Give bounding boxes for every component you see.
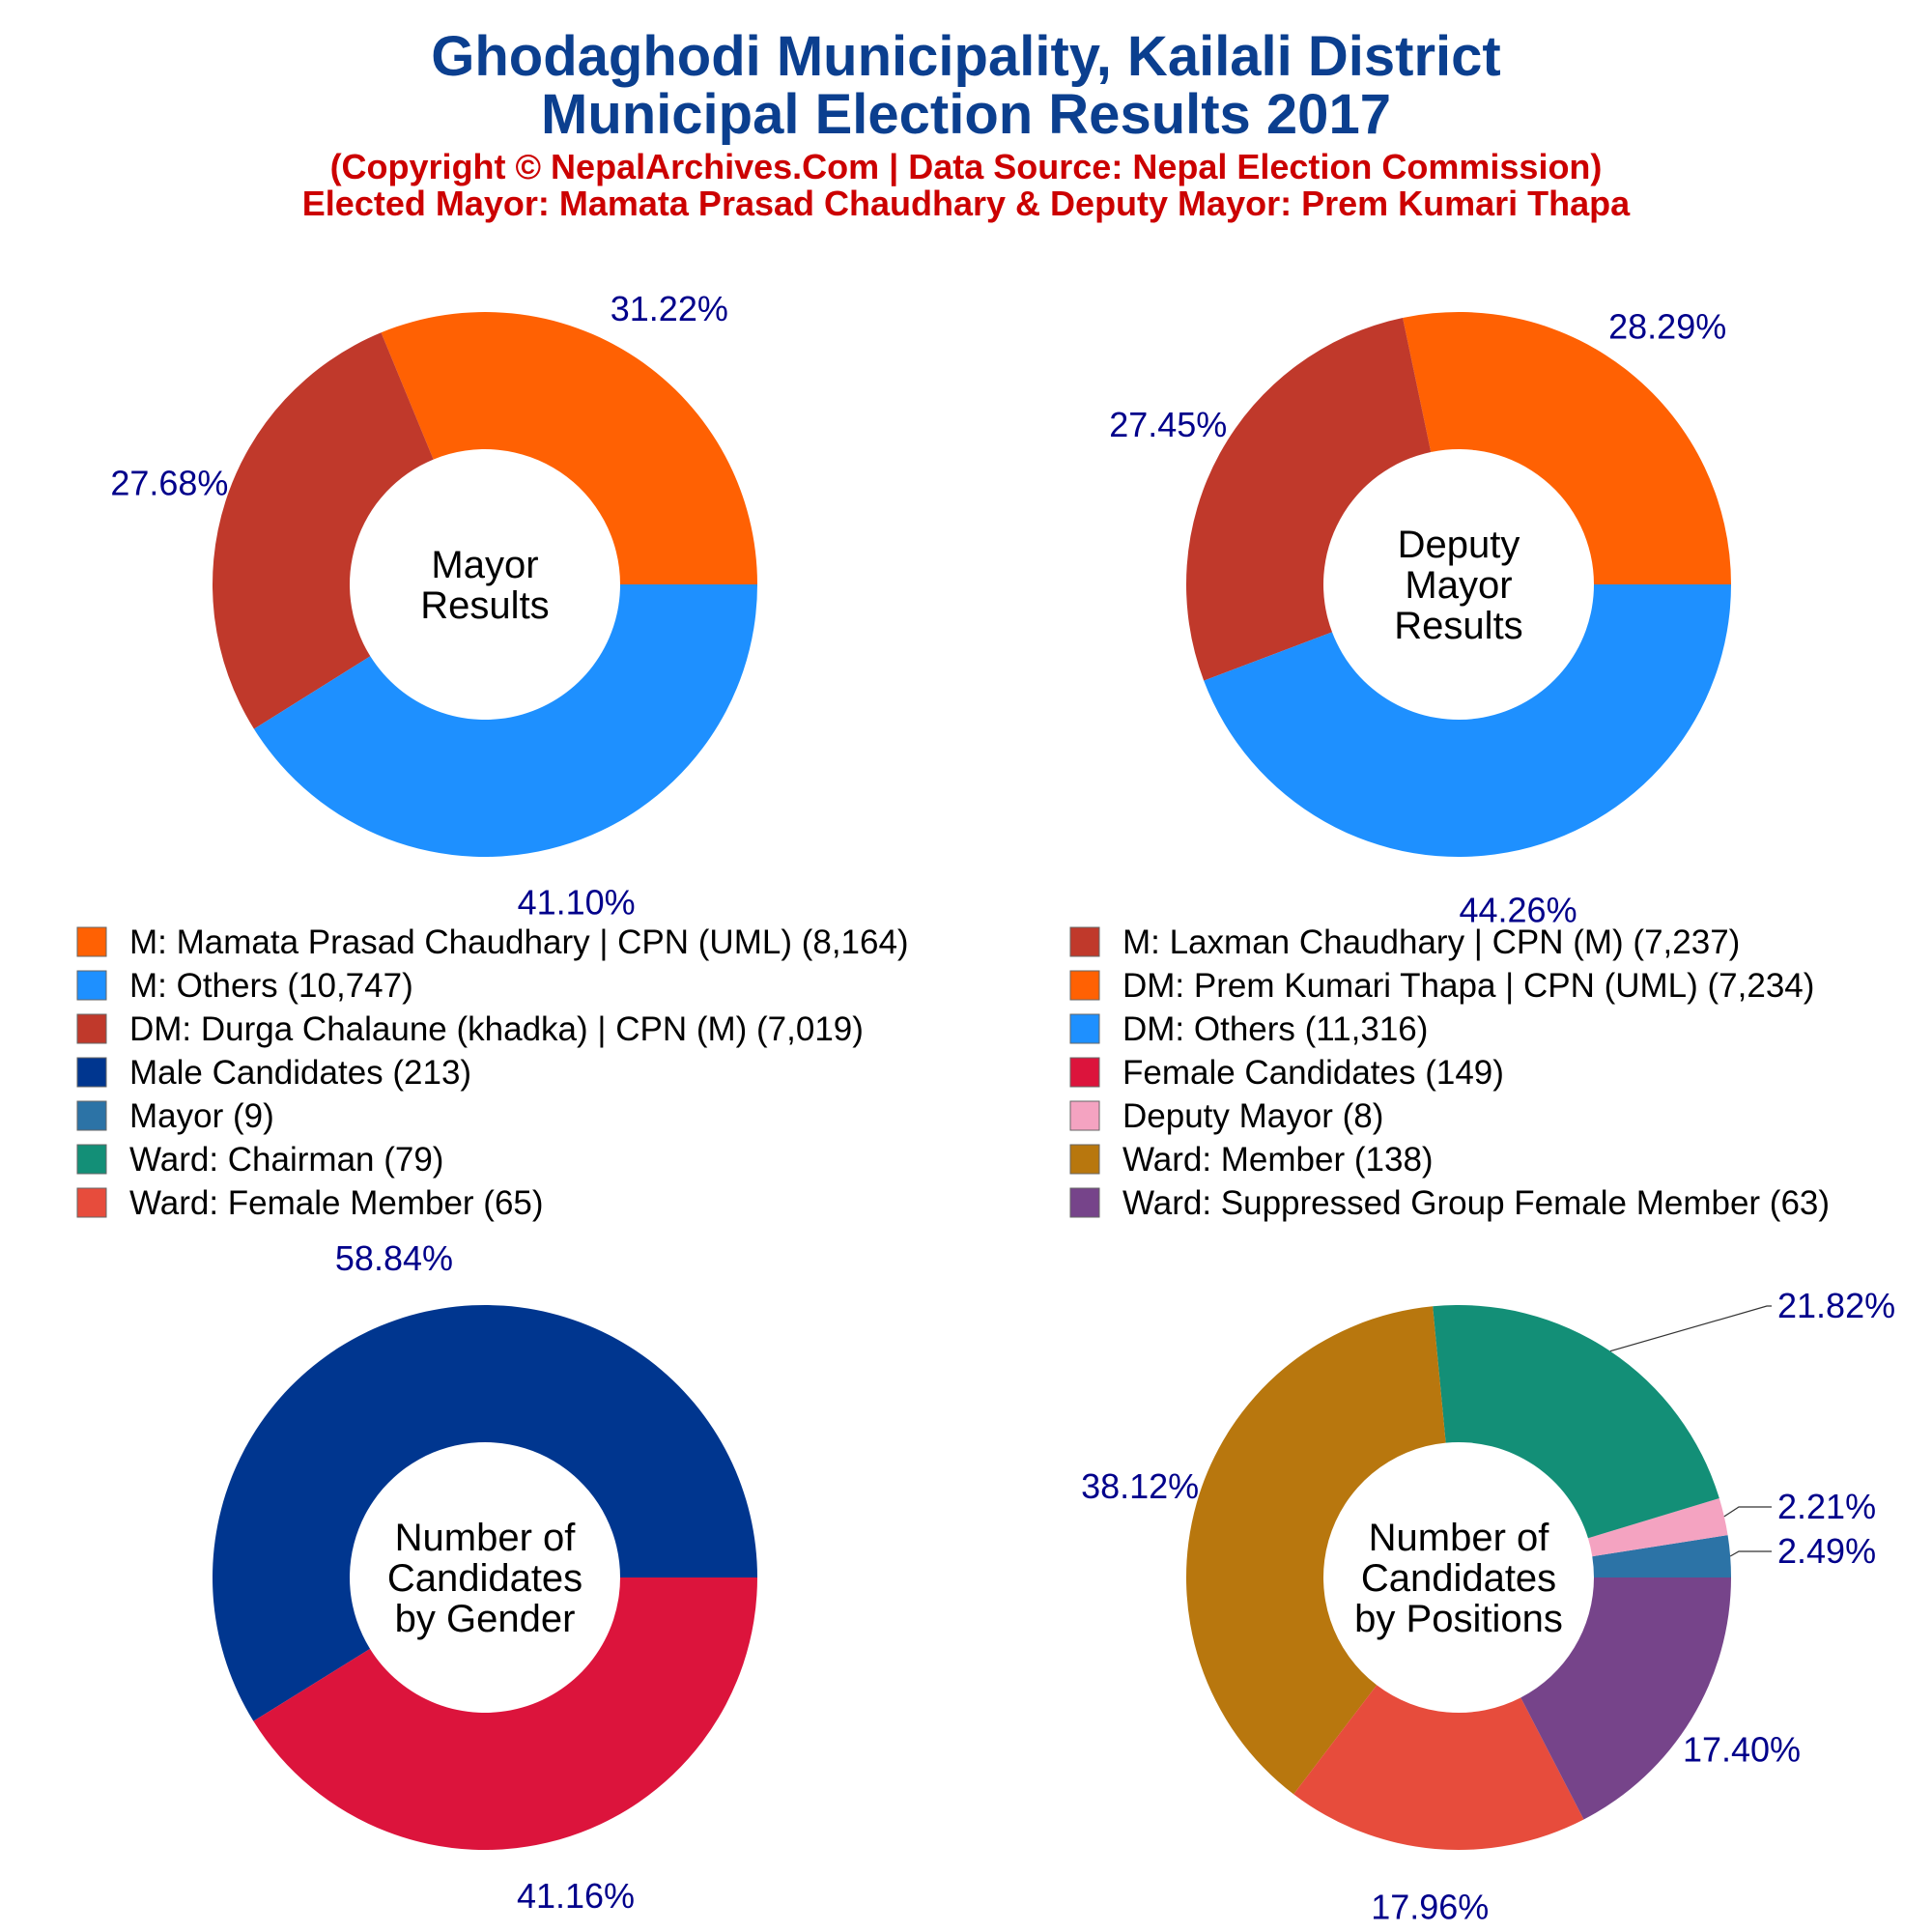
legend-female-candidates-149-swatch [1069,1057,1100,1088]
chart4-deputy-mayor-8-slice [1587,1497,1728,1557]
chart2-dm-durga-chalaune-khadka-cpn-m-7-019-percent-label: 27.45% [1109,405,1227,444]
legend-m-mamata-prasad-chaudhary-cpn-uml-8-164-label: M: Mamata Prasad Chaudhary | CPN (UML) (… [129,923,909,961]
chart2-dm-prem-kumari-thapa-cpn-uml-7-234-percent-label: 28.29% [1608,307,1726,347]
chart4-center-label-line-1: Number of [1369,1517,1550,1559]
chart2-center-label-line-2: Mayor [1405,564,1512,607]
legend-male-candidates-213-label: Male Candidates (213) [129,1054,471,1092]
legend-deputy-mayor-8-label: Deputy Mayor (8) [1122,1097,1383,1135]
chart4-ward-female-member-65-percent-label: 17.96% [1371,1888,1489,1927]
legend-m-laxman-chaudhary-cpn-m-7-237-label: M: Laxman Chaudhary | CPN (M) (7,237) [1122,923,1740,961]
chart2-dm-others-11-316-slice [1204,584,1731,857]
chart1-m-others-10-747-percent-label: 41.10% [518,883,636,923]
legend-ward-member-138-label: Ward: Member (138) [1122,1141,1434,1179]
legend-mayor-9-swatch [76,1100,107,1131]
chart1-m-mamata-prasad-chaudhary-cpn-uml-8-164-percent-label: 31.22% [611,289,728,328]
chart4-ward-chairman-79-percent-label: 21.82% [1777,1286,1895,1325]
legend-m-laxman-chaudhary-cpn-m-7-237-swatch [1069,926,1100,957]
legend-dm-durga-chalaune-khadka-cpn-m-7-019-label: DM: Durga Chalaune (khadka) | CPN (M) (7… [129,1010,864,1048]
chart4-ward-suppressed-group-female-member-63-slice [1520,1577,1731,1820]
chart2-center-label-line-3: Results [1394,605,1522,647]
chart2-dm-prem-kumari-thapa-cpn-uml-7-234-slice [1403,312,1731,584]
chart-subtitle-copyright: (Copyright © NepalArchives.Com | Data So… [329,147,1603,186]
legend-deputy-mayor-8-swatch [1069,1100,1100,1131]
legend-mayor-9-label: Mayor (9) [129,1097,274,1135]
legend-ward-member-138-swatch [1069,1144,1100,1175]
chart4-deputy-mayor-8-percent-label: 2.21% [1777,1487,1876,1526]
legend-m-others-10-747-swatch [76,970,107,1001]
chart3-female-candidates-149-slice [253,1577,757,1850]
legend-dm-prem-kumari-thapa-cpn-uml-7-234-label: DM: Prem Kumari Thapa | CPN (UML) (7,234… [1122,967,1814,1005]
chart4-ward-chairman-79-slice [1433,1305,1719,1539]
chart3-center-label-line-2: Candidates [387,1557,582,1600]
chart4-ward-suppressed-group-female-member-63-percent-label: 17.40% [1683,1729,1801,1769]
chart3-center-label-line-3: by Gender [395,1598,576,1640]
chart-title-line-1: Ghodaghodi Municipality, Kailali Distric… [431,25,1501,88]
chart3-male-candidates-213-percent-label: 58.84% [335,1238,453,1278]
chart3-center-label-line-1: Number of [395,1517,577,1559]
legend-female-candidates-149-label: Female Candidates (149) [1122,1054,1504,1092]
chart1-m-laxman-chaudhary-cpn-m-7-237-percent-label: 27.68% [110,463,228,502]
legend-ward-suppressed-group-female-member-63-swatch [1069,1187,1100,1218]
legend-ward-female-member-65-label: Ward: Female Member (65) [129,1184,544,1222]
legend-ward-suppressed-group-female-member-63-label: Ward: Suppressed Group Female Member (63… [1122,1184,1830,1222]
legend-ward-chairman-79-label: Ward: Chairman (79) [129,1141,443,1179]
legend-dm-durga-chalaune-khadka-cpn-m-7-019-swatch [76,1013,107,1044]
legend-dm-others-11-316-swatch [1069,1013,1100,1044]
chart3-female-candidates-149-percent-label: 41.16% [517,1876,635,1916]
chart4-ward-chairman-79-leader-line [1609,1305,1772,1352]
chart4-mayor-9-percent-label: 2.49% [1777,1531,1876,1571]
legend-male-candidates-213-swatch [76,1057,107,1088]
chart-subtitle-elected: Elected Mayor: Mamata Prasad Chaudhary &… [301,184,1631,223]
legend-dm-others-11-316-label: DM: Others (11,316) [1122,1010,1428,1048]
chart2-dm-durga-chalaune-khadka-cpn-m-7-019-slice [1185,318,1432,681]
chart4-ward-member-138-slice [1186,1306,1446,1795]
chart1-m-laxman-chaudhary-cpn-m-7-237-slice [212,332,434,729]
chart4-center-label-line-2: Candidates [1361,1557,1556,1600]
chart2-center-label-line-1: Deputy [1398,524,1520,566]
chart1-center-label-line-1: Mayor [431,544,538,586]
chart4-ward-female-member-65-slice [1293,1685,1584,1850]
legend-ward-chairman-79-swatch [76,1144,107,1175]
chart1-m-others-10-747-slice [253,584,758,857]
chart4-mayor-9-slice [1592,1535,1731,1577]
legend-dm-prem-kumari-thapa-cpn-uml-7-234-swatch [1069,970,1100,1001]
chart-title-line-2: Municipal Election Results 2017 [541,83,1391,146]
chart1-m-mamata-prasad-chaudhary-cpn-uml-8-164-slice [381,312,757,584]
legend-m-mamata-prasad-chaudhary-cpn-uml-8-164-swatch [76,926,107,957]
chart4-mayor-9-leader-line [1729,1550,1772,1557]
chart4-deputy-mayor-8-leader-line [1723,1506,1772,1518]
chart4-ward-member-138-percent-label: 38.12% [1081,1466,1199,1506]
chart4-center-label-line-3: by Positions [1354,1598,1563,1640]
chart1-center-label-line-2: Results [420,584,549,627]
legend-ward-female-member-65-swatch [76,1187,107,1218]
legend-m-others-10-747-label: M: Others (10,747) [129,967,413,1005]
chart2-dm-others-11-316-percent-label: 44.26% [1459,890,1577,929]
chart3-male-candidates-213-slice [213,1304,758,1721]
